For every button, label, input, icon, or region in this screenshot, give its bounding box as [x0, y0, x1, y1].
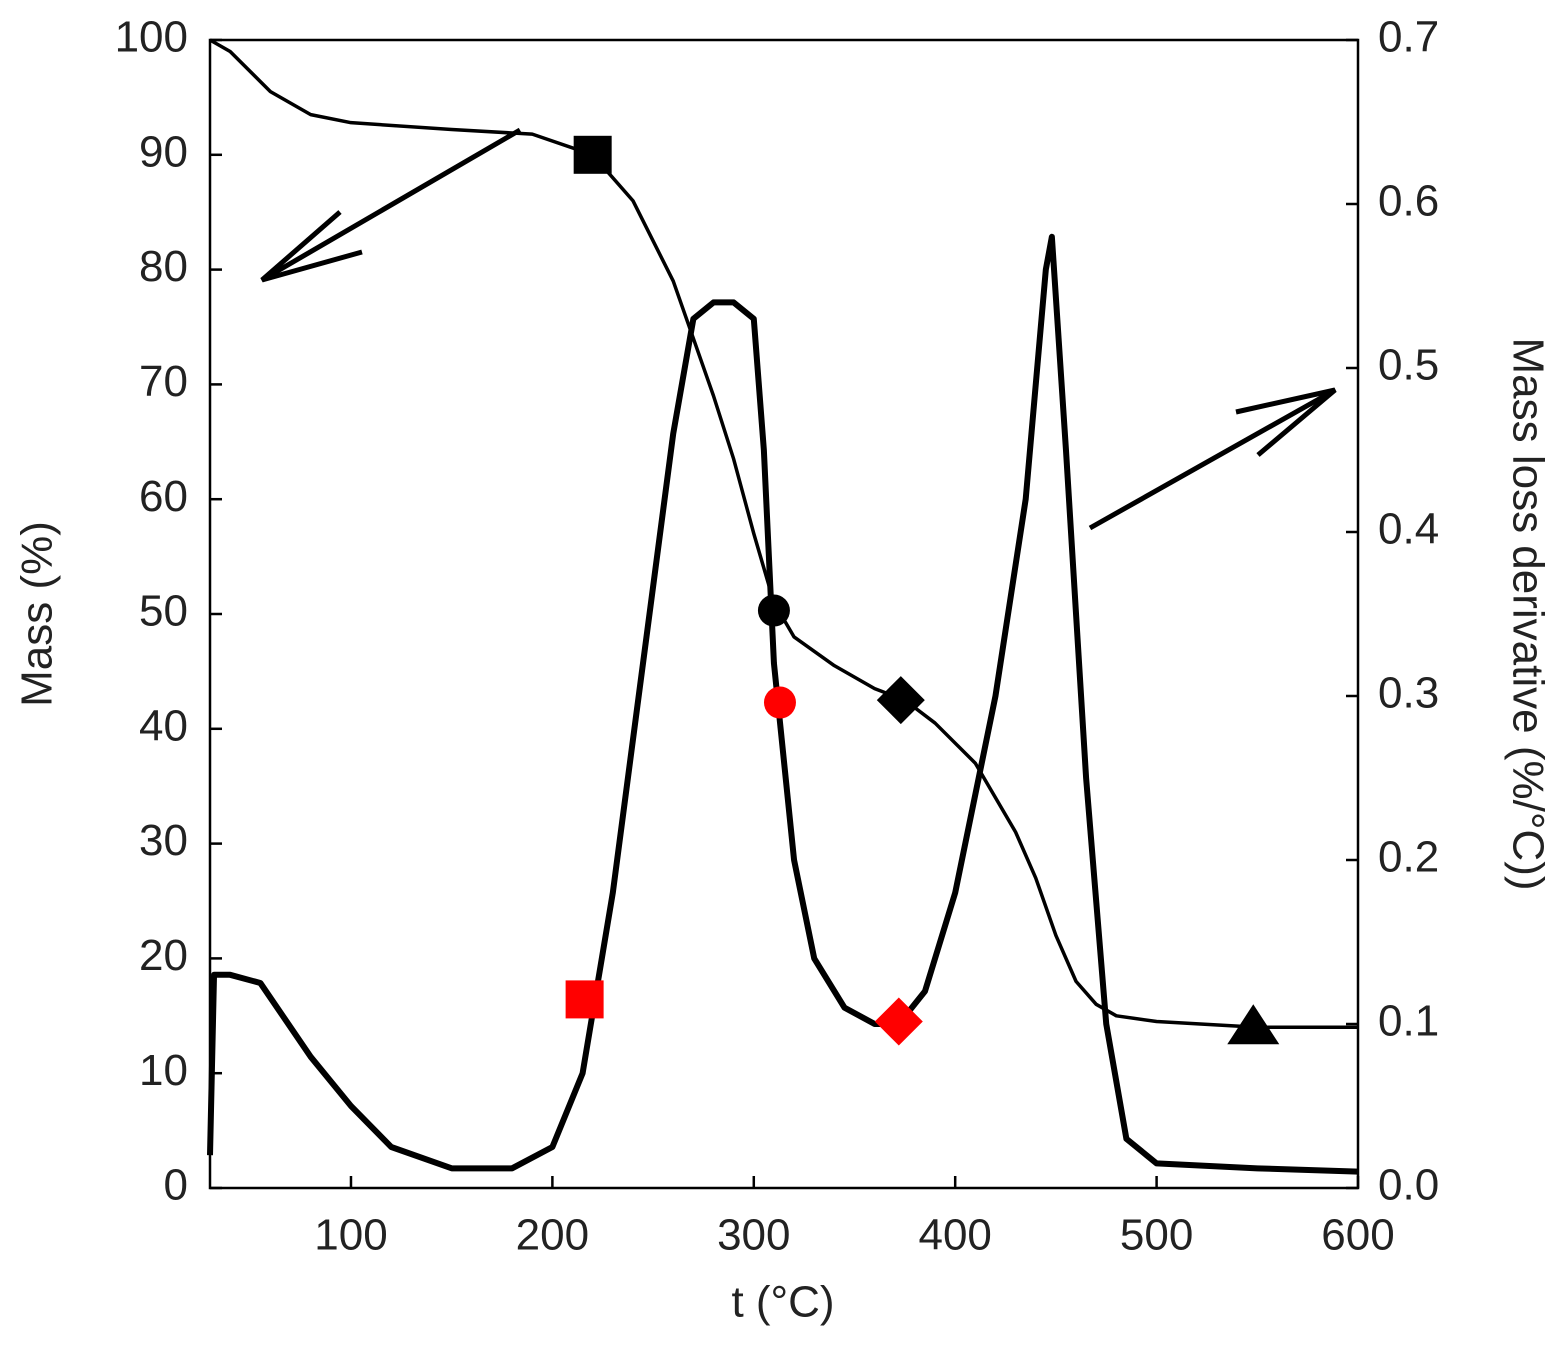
y2-tick-label: 0.5: [1378, 341, 1439, 390]
x-tick-label: 600: [1321, 1211, 1394, 1260]
y2-tick-label: 0.6: [1378, 177, 1439, 226]
x-axis-title: t (°C): [731, 1278, 834, 1327]
arrow-right: [1088, 387, 1337, 531]
marker-square: [565, 980, 604, 1019]
x-tick-label: 100: [314, 1211, 387, 1260]
marker-circle: [763, 686, 796, 719]
y-tick-label: 20: [139, 931, 188, 980]
x-tick-label: 500: [1120, 1211, 1193, 1260]
y2-tick-label: 0.7: [1378, 13, 1439, 62]
marker-diamond: [876, 676, 925, 725]
marker-circle: [757, 594, 790, 627]
y2-tick-label: 0.2: [1378, 833, 1439, 882]
marker-triangle: [1227, 1004, 1280, 1045]
marker-square: [573, 135, 612, 174]
arrow-left: [260, 127, 522, 283]
y-tick-label: 90: [139, 127, 188, 176]
data-line: [207, 233, 1359, 1175]
y2-tick-label: 0.0: [1378, 1161, 1439, 1210]
x-tick-label: 300: [717, 1211, 790, 1260]
y2-tick-label: 0.3: [1378, 669, 1439, 718]
y-tick-label: 30: [139, 816, 188, 865]
y-tick-label: 100: [115, 13, 188, 62]
y2-axis-title: Mass loss derivative (%/°C)): [1503, 337, 1552, 890]
y-tick-label: 70: [139, 357, 188, 406]
data-line: [209, 38, 1358, 1030]
x-tick-label: 400: [918, 1211, 991, 1260]
x-tick-label: 200: [516, 1211, 589, 1260]
y-tick-label: 10: [139, 1046, 188, 1095]
y2-tick-label: 0.1: [1378, 997, 1439, 1046]
y-tick-label: 80: [139, 242, 188, 291]
y-tick-label: 0: [164, 1161, 188, 1210]
y2-tick-label: 0.4: [1378, 505, 1439, 554]
marker-diamond: [874, 997, 923, 1046]
y-tick-label: 40: [139, 701, 188, 750]
y-tick-label: 50: [139, 587, 188, 636]
y-axis-title: Mass (%): [13, 521, 62, 707]
y-tick-label: 60: [139, 472, 188, 521]
